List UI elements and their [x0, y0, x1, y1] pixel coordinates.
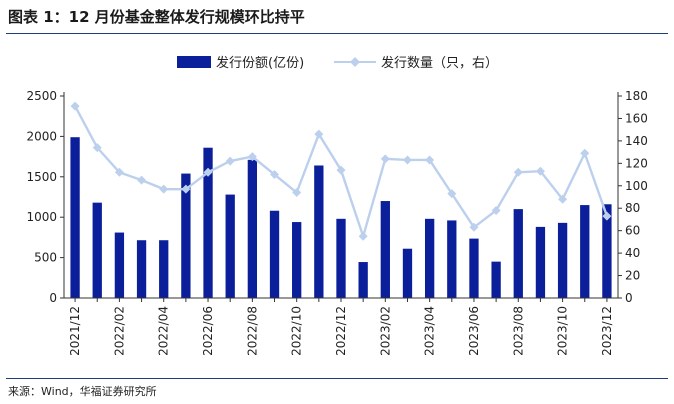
line-point — [380, 154, 390, 164]
bar — [159, 240, 169, 298]
y-left-tick-label: 0 — [49, 291, 57, 305]
line-point — [181, 184, 191, 194]
x-tick-label: 2022/04 — [157, 306, 171, 356]
bar — [358, 262, 368, 298]
x-tick-label: 2022/08 — [245, 306, 259, 356]
y-right-tick-label: 80 — [625, 201, 640, 215]
bar — [469, 238, 479, 298]
y-right-tick-label: 40 — [625, 246, 640, 260]
line-point — [513, 167, 523, 177]
line-point — [137, 175, 147, 185]
title-divider — [6, 33, 668, 34]
line-point — [425, 155, 435, 165]
bar — [380, 201, 390, 298]
line-point — [70, 101, 80, 111]
legend-label-bar: 发行份额(亿份) — [216, 55, 304, 71]
line-point — [402, 155, 412, 165]
line-point — [358, 231, 368, 241]
legend-swatch-bar — [177, 56, 211, 68]
y-right-tick-label: 100 — [625, 179, 648, 193]
line-point — [203, 167, 213, 177]
line-point — [247, 152, 257, 162]
y-right-tick-label: 180 — [625, 89, 648, 103]
x-tick-label: 2023/04 — [423, 306, 437, 356]
y-left-tick-label: 1000 — [26, 210, 57, 224]
bar — [269, 210, 280, 298]
bar — [513, 209, 523, 298]
bar — [114, 232, 125, 298]
y-right-tick-label: 140 — [625, 134, 648, 148]
bar — [535, 226, 546, 298]
bar — [181, 173, 191, 298]
bar-series — [70, 137, 612, 298]
x-tick-label: 2023/12 — [600, 306, 614, 356]
line-series — [70, 101, 612, 241]
y-left-tick-label: 500 — [34, 251, 57, 265]
line-point — [270, 170, 280, 180]
line-point — [225, 156, 235, 166]
x-tick-label: 2023/08 — [511, 306, 525, 356]
y-right-tick-label: 160 — [625, 111, 648, 125]
x-tick-label: 2023/02 — [378, 306, 392, 356]
source-divider — [6, 378, 668, 379]
bar — [336, 218, 346, 298]
bar — [491, 261, 501, 298]
legend-marker-line — [350, 57, 360, 67]
line-point — [292, 188, 302, 198]
bar — [402, 248, 413, 298]
line-point — [535, 166, 545, 176]
x-tick-label: 2023/06 — [467, 306, 481, 356]
source-note: 来源：Wind，华福证券研究所 — [8, 385, 157, 398]
legend-label-line: 发行数量（只，右） — [381, 55, 498, 71]
line-point — [447, 189, 457, 199]
x-axis: 2021/12 2022/02 2022/04 2022/06 2022/08 2022/… — [64, 297, 618, 356]
line-point — [491, 205, 501, 215]
y-right-tick-label: 120 — [625, 156, 648, 170]
bar — [292, 222, 302, 298]
bar — [92, 202, 102, 298]
y-right-tick-label: 20 — [625, 269, 640, 283]
x-tick-label: 2022/10 — [290, 306, 304, 356]
line-point — [114, 167, 124, 177]
bar — [136, 240, 147, 298]
bar — [580, 205, 590, 298]
line-point — [314, 129, 324, 139]
line-point — [92, 143, 102, 153]
bar — [70, 137, 80, 298]
x-tick-label: 2022/02 — [112, 306, 126, 356]
y-right-tick-label: 60 — [625, 224, 640, 238]
y-axis-right: 0 20 40 60 80 100 120 140 160 180 — [617, 89, 648, 305]
x-tick-label: 2021/12 — [68, 306, 82, 356]
bar — [447, 220, 457, 298]
bar — [247, 159, 258, 298]
y-left-tick-label: 1500 — [26, 170, 57, 184]
y-right-tick-label: 0 — [625, 291, 633, 305]
line-point — [469, 222, 479, 232]
line-point — [336, 165, 346, 175]
x-tick-label: 2022/12 — [334, 306, 348, 356]
line-point — [602, 211, 612, 221]
y-left-tick-label: 2000 — [26, 129, 57, 143]
bar — [557, 222, 568, 298]
bar — [225, 194, 235, 298]
x-tick-label: 2023/10 — [556, 306, 570, 356]
x-tick-label: 2022/06 — [201, 306, 215, 356]
legend: 发行份额(亿份) 发行数量（只，右） — [177, 55, 498, 71]
bar — [203, 147, 213, 298]
bar — [314, 165, 324, 298]
chart-title: 图表 1：12 月份基金整体发行规模环比持平 — [8, 8, 305, 26]
line-point — [159, 184, 169, 194]
line-point — [558, 194, 568, 204]
y-axis-left: 0 500 1000 1500 2000 2500 — [26, 89, 65, 305]
y-left-tick-label: 2500 — [26, 89, 57, 103]
bar — [602, 204, 612, 298]
line-point — [580, 148, 590, 158]
bar — [424, 218, 435, 298]
